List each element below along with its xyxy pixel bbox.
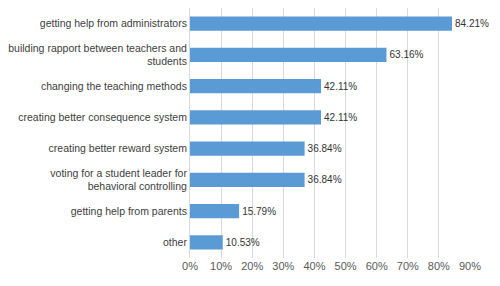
svg-text:building rapport between teach: building rapport between teachers andstu… — [8, 42, 187, 68]
svg-text:creating better reward system: creating better reward system — [49, 142, 188, 154]
svg-text:60%: 60% — [366, 260, 388, 272]
svg-text:42.11%: 42.11% — [324, 112, 357, 123]
svg-text:15.79%: 15.79% — [242, 206, 276, 217]
svg-text:10.53%: 10.53% — [226, 237, 260, 248]
svg-text:10%: 10% — [210, 260, 232, 272]
svg-text:36.84%: 36.84% — [308, 143, 342, 154]
svg-text:voting for a student leader fo: voting for a student leader forbehaviora… — [50, 167, 187, 193]
svg-text:getting help from administrato: getting help from administrators — [40, 17, 187, 29]
svg-text:63.16%: 63.16% — [390, 49, 424, 60]
svg-text:80%: 80% — [428, 260, 450, 272]
svg-text:30%: 30% — [272, 260, 294, 272]
svg-text:84.21%: 84.21% — [455, 18, 489, 29]
svg-text:creating better consequence sy: creating better consequence system — [18, 111, 187, 123]
svg-text:changing the teaching methods: changing the teaching methods — [41, 80, 187, 92]
svg-text:70%: 70% — [397, 260, 419, 272]
svg-text:42.11%: 42.11% — [324, 81, 357, 92]
svg-text:36.84%: 36.84% — [308, 174, 342, 185]
svg-text:40%: 40% — [303, 260, 325, 272]
svg-text:90%: 90% — [459, 260, 481, 272]
svg-text:0%: 0% — [182, 260, 198, 272]
svg-text:50%: 50% — [335, 260, 357, 272]
svg-text:20%: 20% — [241, 260, 263, 272]
svg-text:other: other — [163, 236, 187, 248]
svg-text:getting help from parents: getting help from parents — [71, 205, 187, 217]
